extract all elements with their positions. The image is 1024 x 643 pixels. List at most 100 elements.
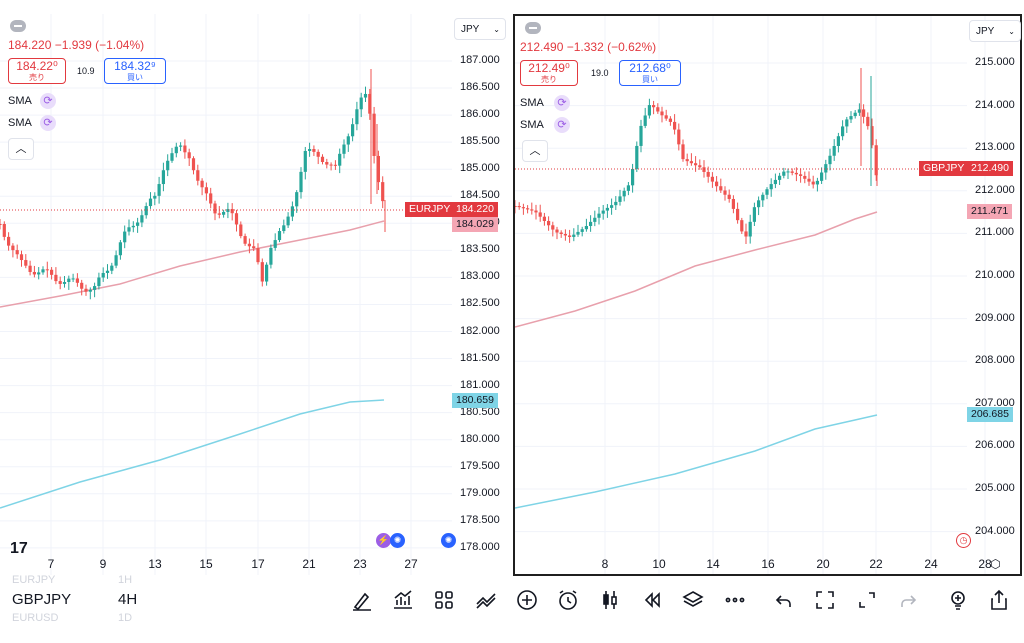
expand-icon[interactable] <box>855 588 879 612</box>
candle-body <box>568 235 572 237</box>
candle-body <box>538 212 542 217</box>
indicator-sma-2[interactable]: SMA <box>8 117 32 129</box>
more-icon[interactable] <box>723 588 747 612</box>
candle-body <box>226 209 230 212</box>
sell-label: 売り <box>29 73 45 82</box>
pencil-icon[interactable] <box>350 588 374 612</box>
indicator-sma-1[interactable]: SMA <box>520 97 544 109</box>
y-axis-tick-label: 210.000 <box>975 269 1015 281</box>
candle-body <box>161 170 165 185</box>
candle-body <box>101 272 105 278</box>
chevron-down-icon: ⌄ <box>1008 27 1015 36</box>
symbol-picker[interactable]: GBPJPY <box>12 591 72 608</box>
share-icon[interactable] <box>987 588 1011 612</box>
candle-body <box>239 224 243 237</box>
candle-body <box>555 229 559 233</box>
sma-settings-icon[interactable]: ⟳ <box>40 93 56 109</box>
candle-body <box>338 153 342 166</box>
add-icon[interactable] <box>515 588 539 612</box>
compare-icon[interactable] <box>474 588 498 612</box>
event-marker-icon[interactable]: ◷ <box>956 533 971 548</box>
y-axis-tick-label: 205.000 <box>975 482 1015 494</box>
layouts-icon[interactable] <box>432 588 456 612</box>
collapse-legend-button[interactable]: ︿ <box>522 140 548 162</box>
replay-icon[interactable] <box>640 588 664 612</box>
symbol-price-tag: EURJPY <box>405 202 455 217</box>
candle-body <box>752 207 756 222</box>
symbol-toggle-icon[interactable] <box>10 20 26 32</box>
y-axis-tick-label: 181.000 <box>460 378 500 391</box>
event-globe-icon[interactable]: ✺ <box>390 533 405 548</box>
x-axis-tick-label: 9 <box>99 557 107 571</box>
fullscreen-icon[interactable] <box>813 588 837 612</box>
candle-body <box>19 254 24 261</box>
candle-body <box>363 93 368 98</box>
candle-body <box>204 187 208 194</box>
candle-body <box>698 165 702 168</box>
symbol-toggle-icon[interactable] <box>525 22 541 34</box>
candle-body <box>222 211 226 215</box>
candle-body <box>765 189 769 195</box>
candle-body <box>773 179 777 185</box>
chart-pane-gbpjpy[interactable]: 212.490 −1.332 (−0.62%) 212.49⁰ 売り 19.0 … <box>513 14 1022 576</box>
candle-body <box>866 116 870 127</box>
indicator-sma-2[interactable]: SMA <box>520 119 544 131</box>
candle-body <box>45 269 49 271</box>
candle-body <box>731 198 735 209</box>
candle-body <box>273 240 277 248</box>
y-axis-tick-label: 184.500 <box>460 189 500 202</box>
currency-select[interactable]: JPY ⌄ <box>454 18 506 40</box>
timeframe-next[interactable]: 1D <box>118 612 133 624</box>
ideas-icon[interactable] <box>946 588 970 612</box>
candle-body <box>359 97 363 110</box>
price-chart-gbpjpy[interactable] <box>515 16 1020 574</box>
candle-body <box>67 278 71 283</box>
timeframe-picker[interactable]: 4H <box>118 591 138 608</box>
candle-body <box>572 234 576 237</box>
sma-settings-icon[interactable]: ⟳ <box>554 95 570 111</box>
candle-body <box>333 164 337 166</box>
candle-body <box>807 178 811 182</box>
currency-select[interactable]: JPY ⌄ <box>969 20 1021 42</box>
candle-body <box>715 181 719 187</box>
y-axis-tick-label: 215.000 <box>975 56 1015 68</box>
sma-slow-value-tag: 206.685 <box>967 407 1013 422</box>
candle-body <box>183 145 187 153</box>
price-change-readout: 184.220 −1.939 (−1.04%) <box>8 38 145 52</box>
candle-body <box>849 116 853 120</box>
candle-body <box>782 171 786 176</box>
timeframe-prev[interactable]: 1H <box>118 574 133 586</box>
sell-button[interactable]: 184.22⁰ 売り <box>8 58 66 84</box>
buy-button[interactable]: 184.32⁹ 買い <box>104 58 166 84</box>
x-axis-tick-label: 14 <box>706 557 720 571</box>
event-lightning-icon[interactable]: ⚡ <box>376 533 391 548</box>
candle-body <box>757 200 761 208</box>
symbol-picker-prev[interactable]: EURJPY <box>12 574 56 586</box>
redo-icon[interactable] <box>896 588 920 612</box>
symbol-picker-next[interactable]: EURUSD <box>12 612 59 624</box>
sell-button[interactable]: 212.49⁰ 売り <box>520 60 578 86</box>
last-price-tag: 184.220 <box>452 202 498 217</box>
candles-icon[interactable] <box>598 588 622 612</box>
collapse-legend-button[interactable]: ︿ <box>8 138 34 160</box>
indicator-sma-1[interactable]: SMA <box>8 95 32 107</box>
undo-icon[interactable] <box>772 588 796 612</box>
candle-body <box>28 265 32 272</box>
candle-body <box>140 215 144 223</box>
event-globe-icon[interactable]: ✺ <box>441 533 456 548</box>
candle-body <box>551 225 555 230</box>
sma-settings-icon[interactable]: ⟳ <box>554 117 570 133</box>
x-axis-tick-label: 20 <box>816 557 830 571</box>
chart-pane-eurjpy[interactable]: 184.220 −1.939 (−1.04%) 184.22⁰ 売り 10.9 … <box>0 14 508 575</box>
candle-body <box>11 245 15 251</box>
buy-button[interactable]: 212.68⁰ 買い <box>619 60 681 86</box>
layers-icon[interactable] <box>681 588 705 612</box>
candle-body <box>37 272 41 275</box>
candle-body <box>744 231 748 237</box>
indicators-icon[interactable] <box>391 588 415 612</box>
price-chart-eurjpy[interactable] <box>0 14 508 575</box>
chart-settings-icon[interactable]: ⬡ <box>988 557 1003 572</box>
sma-settings-icon[interactable]: ⟳ <box>40 115 56 131</box>
candle-body <box>828 155 832 165</box>
alert-icon[interactable] <box>556 588 580 612</box>
